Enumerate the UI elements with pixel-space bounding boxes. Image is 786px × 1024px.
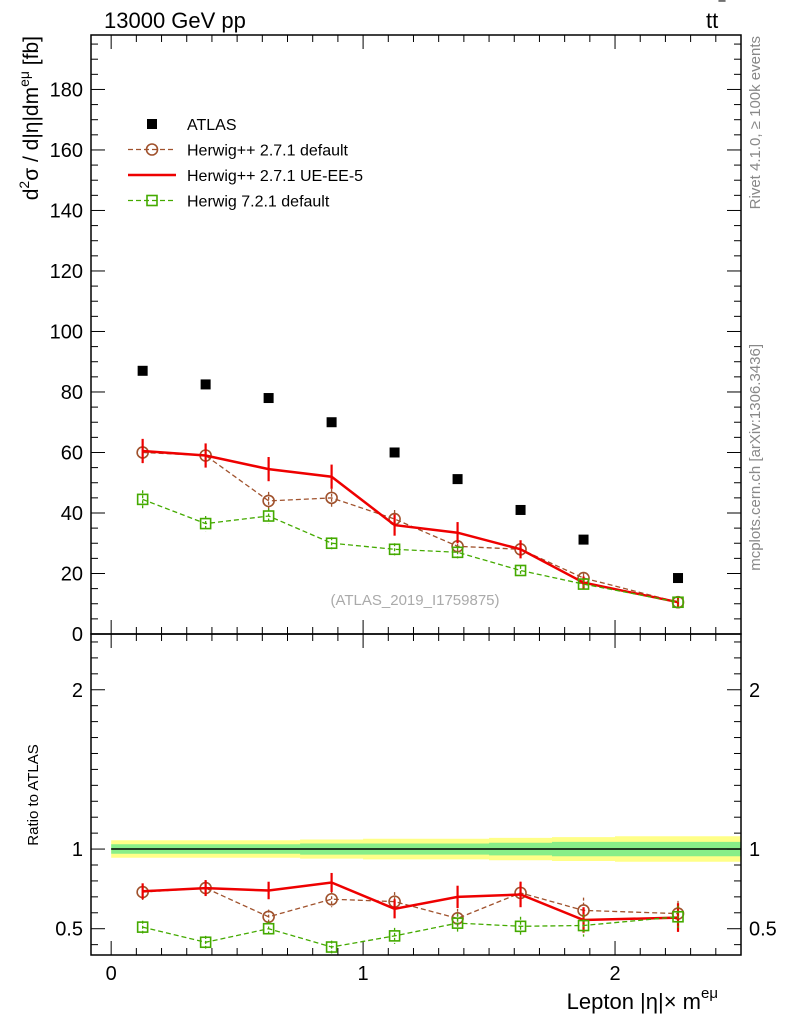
ratio-herwigpp_default-line	[142, 887, 679, 920]
main-herwig7-point	[514, 564, 527, 577]
main-atlas-point	[673, 573, 684, 584]
main-atlas-point	[200, 379, 211, 390]
x-axis-label: Lepton |η|× meμ	[567, 985, 718, 1014]
ratio-herwig7-point	[199, 936, 212, 949]
ratio-series-herwig7	[136, 905, 684, 954]
x-tick-label: 0	[106, 963, 117, 985]
ratio-y-axis-label: Ratio to ATLAS	[25, 744, 42, 845]
main-herwigpp_default-point	[262, 494, 275, 508]
ratio-herwig7-point	[672, 910, 684, 923]
y-tick-label: 80	[61, 382, 83, 404]
main-panel-series	[136, 365, 685, 609]
y-tick-label: 120	[50, 261, 83, 283]
ratio-herwig7-point	[451, 917, 464, 929]
legend-atlas-marker	[147, 119, 157, 129]
rivet-version-label: Rivet 4.1.0, ≥ 100k events	[747, 36, 764, 209]
main-series-atlas	[137, 365, 684, 584]
ratio-panel-frame	[90, 633, 742, 956]
mcplots-label: mcplots.cern.ch [arXiv:1306.3436]	[747, 344, 764, 571]
ratio-panel-series	[136, 872, 685, 954]
main-herwig7-point	[577, 578, 590, 590]
y-tick-label: 40	[61, 503, 83, 525]
ratio-uncertainty-band	[111, 836, 741, 862]
ratio-series-herwigpp_ueee5	[141, 872, 680, 933]
main-atlas-point	[515, 504, 526, 515]
y-tick-label: 140	[50, 200, 83, 222]
ratio-herwig7-point	[388, 930, 401, 942]
main-herwig7-point	[672, 596, 684, 609]
legend-herwigpp_default-marker	[145, 143, 159, 156]
main-herwig7-point	[451, 546, 464, 559]
ratio-y-tick-label-right: 2	[749, 680, 760, 702]
top-y-axis-label: d2σ / d|η|dmeμ [fb]	[16, 36, 43, 200]
main-series-herwig7	[136, 490, 684, 609]
legend-herwigpp_ueee5-label: Herwig++ 2.7.1 UE-EE-5	[187, 168, 363, 185]
ratio-y-tick-label-right: 1	[749, 839, 760, 861]
ratio-y-tick-label-left: 0.5	[55, 919, 83, 941]
main-atlas-point	[389, 447, 400, 458]
x-tick-label: 2	[609, 963, 620, 985]
y-tick-label: 100	[50, 321, 83, 343]
ratio-herwigpp_ueee5-line	[142, 881, 679, 922]
ratio-y-tick-label-left: 2	[72, 680, 83, 702]
main-herwigpp_ueee5-line	[142, 449, 679, 604]
ratio-y-tick-label-right: 0.5	[749, 919, 777, 941]
main-herwigpp_default-point	[325, 491, 338, 505]
main-herwig7-line	[142, 498, 679, 603]
main-herwig7-point	[199, 517, 212, 530]
axis-ticks	[91, 35, 742, 955]
y-tick-label: 60	[61, 442, 83, 464]
main-herwig7-point	[262, 510, 275, 522]
legend: ATLAS Herwig++ 2.7.1 default Herwig++ 2.7.…	[128, 117, 363, 211]
ratio-herwig7-point	[514, 920, 527, 933]
y-tick-label: 180	[50, 79, 83, 101]
main-series-herwigpp_ueee5	[141, 438, 680, 607]
y-tick-label: 20	[61, 563, 83, 585]
legend-herwig7-label: Herwig 7.2.1 default	[187, 194, 330, 211]
y-tick-label: 160	[50, 140, 83, 162]
axis-tick-labels: 0 20 40 60 80 100 120 140 160 180 0 1 2 0.5 0.5 1 1 2 2	[50, 79, 777, 985]
antiquark-bar: ‾	[718, 0, 726, 19]
ratio-herwig7-point	[577, 919, 590, 932]
ratio-herwig7-point	[262, 922, 275, 935]
x-tick-label: 1	[358, 963, 369, 985]
main-series-herwigpp_default	[136, 441, 685, 609]
ratio-herwigpp_default-point	[325, 892, 338, 906]
legend-herwigpp_default-label: Herwig++ 2.7.1 default	[187, 143, 349, 160]
main-atlas-point	[326, 417, 337, 428]
main-herwig7-point	[388, 543, 401, 556]
main-atlas-point	[578, 534, 589, 545]
ratio-herwig7-line	[142, 916, 679, 948]
main-atlas-point	[452, 474, 463, 485]
process-label: tt	[706, 8, 718, 33]
ratio-herwig7-point	[325, 941, 338, 953]
ratio-y-tick-label-left: 1	[72, 839, 83, 861]
main-atlas-point	[263, 393, 274, 404]
ratio-herwig7-point	[136, 921, 149, 933]
main-herwig7-point	[136, 493, 149, 506]
y-tick-label: 0	[72, 624, 83, 646]
legend-herwig7-marker	[146, 194, 158, 207]
analysis-id-label: (ATLAS_2019_I1759875)	[330, 592, 499, 609]
main-atlas-point	[137, 365, 148, 376]
main-herwigpp_default-line	[142, 451, 679, 603]
legend-atlas-label: ATLAS	[187, 117, 237, 134]
plot-frames	[90, 34, 742, 956]
main-herwig7-point	[325, 537, 338, 550]
collision-label: 13000 GeV pp	[104, 8, 246, 33]
